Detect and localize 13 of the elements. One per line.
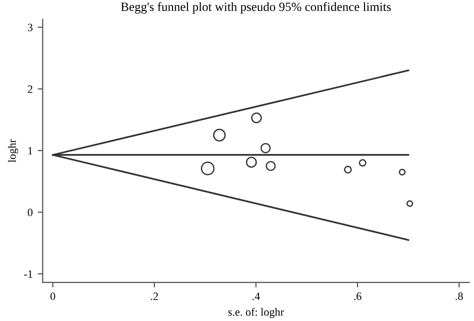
x-tick-label: .2 [150,292,158,300]
y-axis-title: loghr [8,139,18,162]
y-tick-label: -1 [24,270,32,278]
x-tick-label: .4 [252,292,260,300]
y-tick-label: 0 [28,208,33,216]
y-tick-label: 2 [28,85,32,93]
chart-title: Begg's funnel plot with pseudo 95% confidence limits [121,2,391,14]
x-tick-label: .6 [354,292,362,300]
x-tick-label: .8 [456,292,463,300]
y-tick-label: 1 [28,147,32,154]
y-tick-label: 3 [28,24,33,32]
x-tick-label: 0 [50,292,56,300]
x-axis-title: s.e. of: loghr [228,308,284,318]
